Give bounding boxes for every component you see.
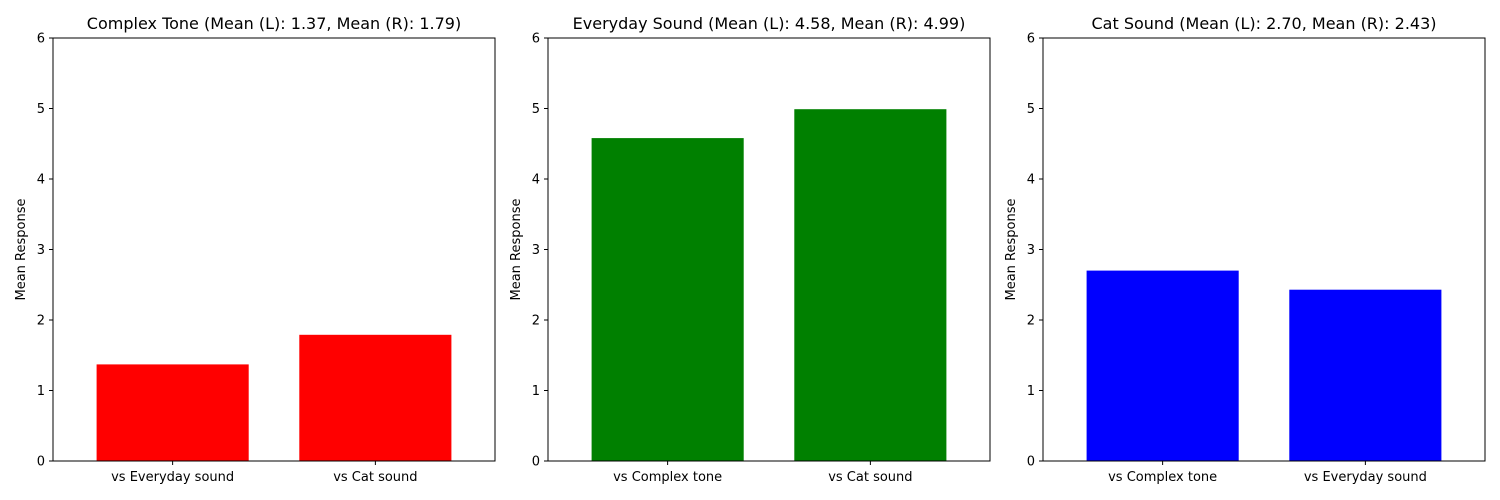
x-tick-label: vs Cat sound (828, 470, 912, 485)
y-axis-label: Mean Response (14, 199, 29, 301)
y-axis-label: Mean Response (1004, 199, 1019, 301)
chart-panel-1: 0 1 2 3 4 5 6 vs Everyday sound vs Cat sound Comp… (14, 14, 496, 485)
y-tick-label: 3 (1027, 243, 1035, 258)
chart-panel-3: 0 1 2 3 4 5 6 vs Complex tone vs Everyday sound C… (1004, 14, 1486, 485)
x-tick-label: vs Everyday sound (111, 470, 234, 485)
y-tick-label: 5 (1027, 102, 1035, 117)
y-tick-label: 5 (532, 102, 540, 117)
y-tick-label: 3 (37, 243, 45, 258)
x-tick-label: vs Everyday sound (1304, 470, 1427, 485)
bar-2 (299, 334, 452, 461)
x-tick-label: vs Complex tone (1108, 470, 1217, 485)
y-tick-label: 2 (1027, 314, 1035, 329)
y-tick-label: 0 (37, 455, 45, 470)
chart-title: Cat Sound (Mean (L): 2.70, Mean (R): 2.4… (1091, 14, 1436, 33)
chart-title: Everyday Sound (Mean (L): 4.58, Mean (R)… (573, 14, 966, 33)
y-tick-label: 1 (37, 384, 45, 399)
bar-1 (96, 364, 249, 461)
y-tick-label: 6 (37, 32, 45, 47)
y-tick-label: 0 (532, 455, 540, 470)
y-tick-label: 3 (532, 243, 540, 258)
y-tick-label: 6 (532, 32, 540, 47)
y-axis-label: Mean Response (509, 199, 524, 301)
y-tick-label: 2 (532, 314, 540, 329)
x-tick-label: vs Complex tone (613, 470, 722, 485)
chart-title: Complex Tone (Mean (L): 1.37, Mean (R): … (87, 14, 461, 33)
bar-1 (591, 138, 744, 461)
y-tick-label: 2 (37, 314, 45, 329)
bar-2 (1289, 289, 1442, 461)
y-tick-label: 1 (1027, 384, 1035, 399)
y-tick-label: 4 (37, 173, 45, 188)
bar-1 (1086, 270, 1239, 461)
x-tick-label: vs Cat sound (333, 470, 417, 485)
y-tick-label: 0 (1027, 455, 1035, 470)
chart-panel-2: 0 1 2 3 4 5 6 vs Complex tone vs Cat sound Everyd… (509, 14, 991, 485)
y-tick-label: 4 (1027, 173, 1035, 188)
bar-2 (794, 109, 947, 461)
y-tick-label: 1 (532, 384, 540, 399)
y-tick-label: 5 (37, 102, 45, 117)
y-tick-label: 4 (532, 173, 540, 188)
y-tick-label: 6 (1027, 32, 1035, 47)
